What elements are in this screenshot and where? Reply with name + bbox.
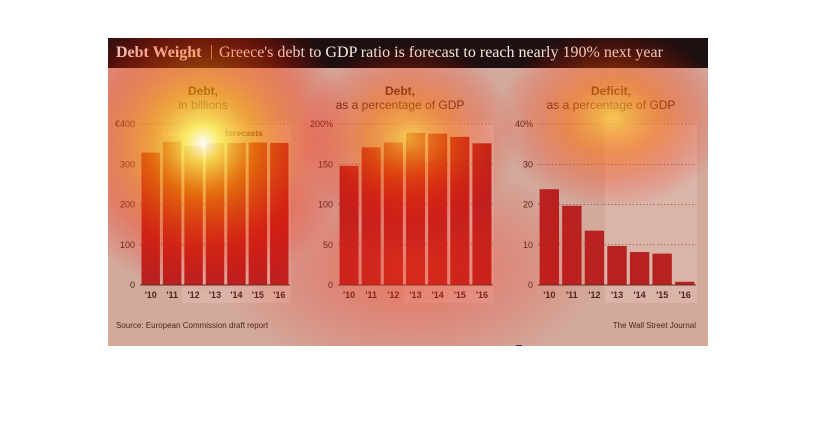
y-tick-label-1-3: 300 bbox=[120, 159, 135, 169]
y-tick-label-3-1: 10 bbox=[523, 240, 533, 250]
source-note: Source: European Commission draft report bbox=[116, 321, 269, 330]
x-tick-label-2-3: '12 bbox=[387, 290, 399, 300]
x-tick-label-1-1: '10 bbox=[145, 290, 157, 300]
y-tick-label-2-0: 0 bbox=[328, 280, 333, 290]
bar-3-7 bbox=[675, 281, 695, 285]
panel-title-3: Deficit, bbox=[591, 84, 631, 98]
bar-2-2 bbox=[361, 147, 381, 285]
bar-3-1 bbox=[539, 189, 559, 285]
panel-title-1: Debt, bbox=[188, 84, 218, 98]
bar-3-2 bbox=[562, 205, 582, 285]
bar-3-5 bbox=[629, 251, 650, 285]
x-tick-label-2-7: '16 bbox=[476, 290, 488, 300]
y-tick-label-3-4: 40% bbox=[515, 119, 533, 129]
x-tick-label-2-4: '13 bbox=[409, 290, 421, 300]
x-tick-label-1-2: '11 bbox=[166, 290, 178, 300]
bar-1-6 bbox=[248, 142, 268, 285]
publisher-credit: The Wall Street Journal bbox=[612, 321, 696, 330]
y-tick-label-3-3: 30 bbox=[523, 159, 533, 169]
bar-3-6 bbox=[652, 253, 672, 285]
bar-2-4 bbox=[405, 132, 426, 285]
x-tick-label-3-2: '11 bbox=[566, 290, 578, 300]
y-tick-label-3-2: 20 bbox=[523, 200, 533, 210]
panel-subtitle-2: as a percentage of GDP bbox=[336, 98, 465, 112]
x-tick-label-1-6: '15 bbox=[252, 290, 264, 300]
bar-1-4 bbox=[205, 143, 225, 285]
x-tick-label-1-5: '14 bbox=[230, 290, 242, 300]
bar-2-6 bbox=[450, 136, 470, 285]
bar-2-7 bbox=[472, 143, 492, 285]
y-tick-label-2-4: 200% bbox=[310, 119, 333, 129]
bar-2-5 bbox=[428, 133, 448, 285]
bar-3-3 bbox=[584, 230, 605, 285]
x-tick-label-2-5: '14 bbox=[432, 290, 444, 300]
x-tick-label-1-3: '12 bbox=[187, 290, 199, 300]
y-tick-label-3-0: 0 bbox=[528, 280, 533, 290]
x-tick-label-3-5: '14 bbox=[633, 290, 645, 300]
panel-subtitle-3: as a percentage of GDP bbox=[547, 98, 676, 112]
cursor-marker bbox=[516, 345, 522, 346]
bar-2-3 bbox=[383, 142, 403, 285]
bar-3-4 bbox=[607, 245, 627, 285]
bar-2-1 bbox=[339, 165, 359, 285]
panel-subtitle-1: in billions bbox=[178, 98, 227, 112]
x-tick-label-1-4: '13 bbox=[209, 290, 221, 300]
annotation-estimates: estimates bbox=[162, 128, 201, 138]
bar-1-1 bbox=[141, 152, 160, 285]
bar-1-2 bbox=[162, 141, 182, 285]
x-tick-label-3-7: '16 bbox=[679, 290, 691, 300]
y-tick-label-2-3: 150 bbox=[318, 159, 333, 169]
x-tick-label-1-7: '16 bbox=[273, 290, 285, 300]
x-tick-label-3-3: '12 bbox=[588, 290, 600, 300]
y-tick-label-2-2: 100 bbox=[318, 200, 333, 210]
y-tick-label-1-1: 100 bbox=[120, 240, 135, 250]
x-tick-label-3-1: '10 bbox=[543, 290, 555, 300]
chart-figure: Debt Weight | Greece's debt to GDP ratio… bbox=[108, 38, 708, 346]
panel-title-2: Debt, bbox=[385, 84, 415, 98]
y-tick-label-2-1: 50 bbox=[323, 240, 333, 250]
x-tick-label-3-4: '13 bbox=[611, 290, 623, 300]
y-tick-label-1-0: 0 bbox=[130, 280, 135, 290]
x-tick-label-2-6: '15 bbox=[454, 290, 466, 300]
bar-1-7 bbox=[270, 142, 289, 285]
bar-1-5 bbox=[227, 142, 246, 285]
x-tick-label-2-1: '10 bbox=[343, 290, 355, 300]
annotation-forecasts: forecasts bbox=[225, 128, 263, 138]
y-tick-label-1-4: €400 bbox=[115, 119, 135, 129]
x-tick-label-3-6: '15 bbox=[656, 290, 668, 300]
bar-1-3 bbox=[184, 146, 203, 285]
x-tick-label-2-2: '11 bbox=[365, 290, 377, 300]
y-tick-label-1-2: 200 bbox=[120, 200, 135, 210]
